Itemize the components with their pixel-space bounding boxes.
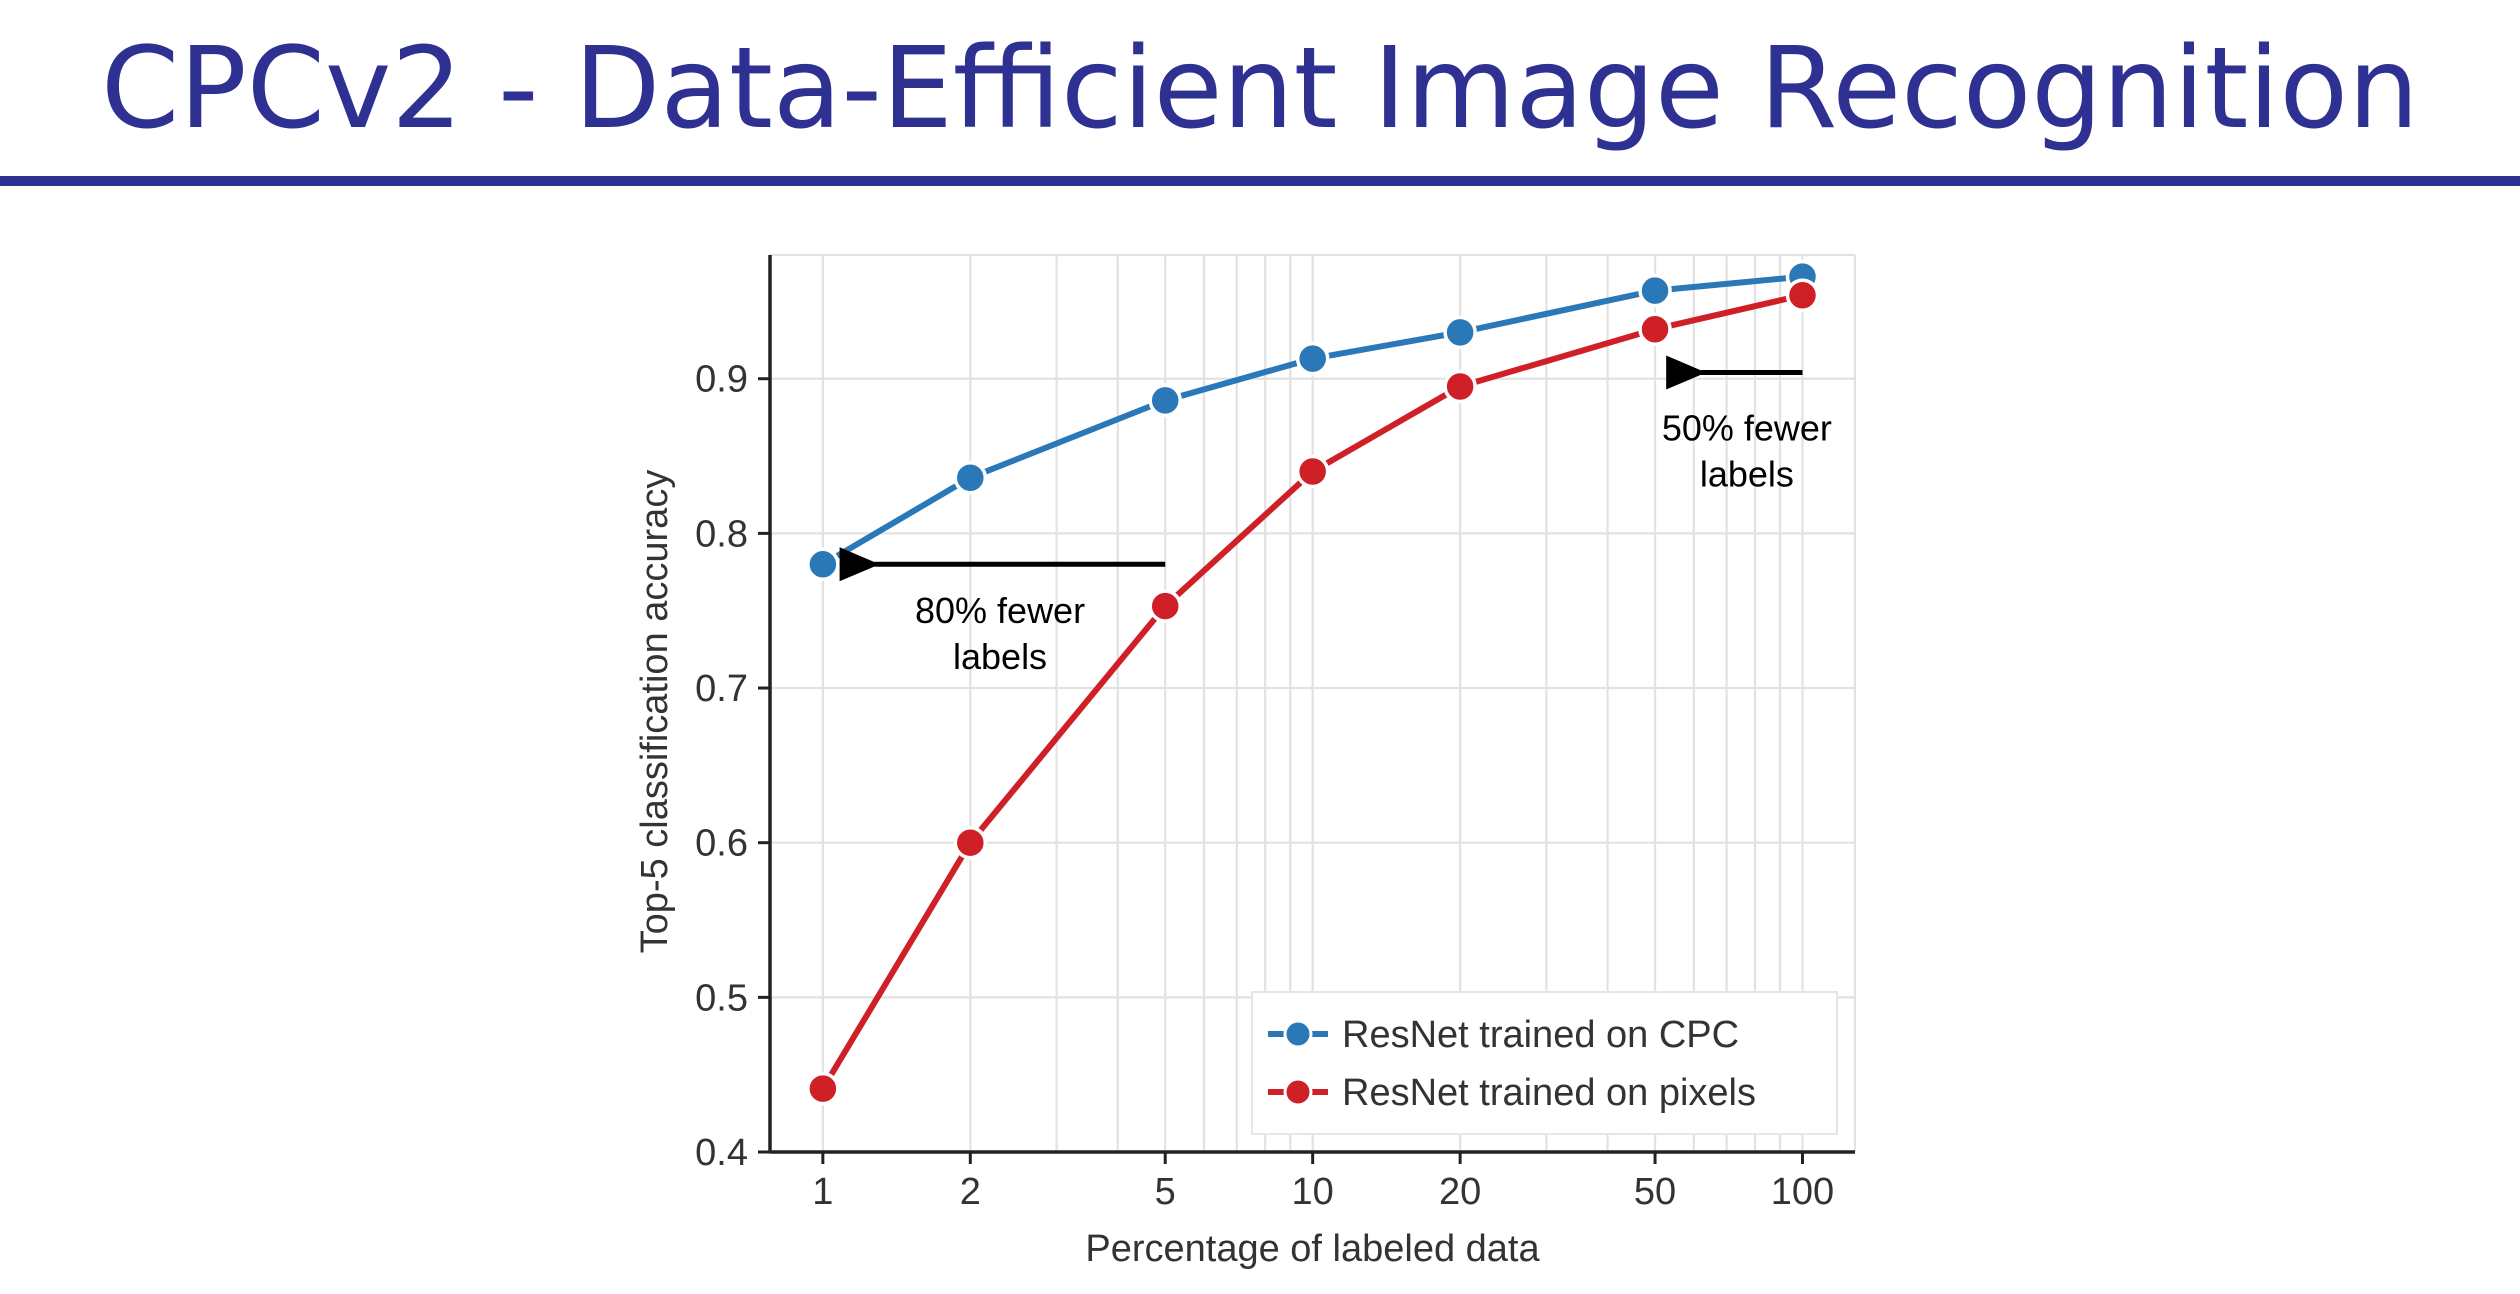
y-tick-label: 0.9 — [695, 359, 748, 401]
x-tick-label: 2 — [960, 1171, 981, 1213]
data-point — [806, 1071, 840, 1106]
slide-title: CPCv2 - Data-Efficient Image Recognition — [101, 24, 2419, 154]
data-point — [1148, 589, 1182, 623]
x-tick-label: 10 — [1292, 1171, 1334, 1213]
data-point — [1638, 273, 1672, 308]
data-point — [1638, 312, 1672, 346]
x-axis-label: Percentage of labeled data — [1085, 1228, 1540, 1270]
legend-label: ResNet trained on CPC — [1342, 1014, 1739, 1056]
y-axis-label: Top-5 classification accuracy — [634, 470, 676, 954]
x-tick-label: 1 — [812, 1171, 833, 1213]
data-point — [1443, 369, 1477, 404]
data-point — [1785, 278, 1820, 312]
annotations: 80% fewer labels 50% fewer labels — [839, 355, 1832, 677]
data-point — [953, 460, 988, 495]
x-tick-label: 5 — [1155, 1171, 1176, 1213]
data-point — [1148, 383, 1182, 418]
legend-label: ResNet trained on pixels — [1342, 1072, 1756, 1114]
series — [806, 259, 1820, 1106]
data-point — [1443, 315, 1477, 350]
data-point — [1295, 341, 1330, 376]
data-point — [806, 547, 840, 582]
y-tick-label: 0.7 — [695, 668, 748, 710]
title-divider — [0, 176, 2520, 186]
y-tick-label: 0.6 — [695, 823, 748, 865]
x-tick-label: 50 — [1634, 1171, 1676, 1213]
data-point — [1295, 454, 1330, 489]
legend: ResNet trained on CPC ResNet trained on p… — [1251, 991, 1838, 1135]
annotation-text: 80% fewer — [915, 590, 1085, 631]
y-tick-label: 0.8 — [695, 513, 748, 555]
annotation-text: labels — [1700, 454, 1794, 495]
annotation-text: 50% fewer — [1662, 408, 1832, 449]
y-tick-label: 0.4 — [695, 1132, 748, 1174]
data-point — [953, 825, 988, 860]
x-tick-label: 100 — [1771, 1171, 1834, 1213]
x-tick-label: 20 — [1439, 1171, 1481, 1213]
legend-marker — [1283, 1077, 1313, 1107]
axes: 1 2 5 10 20 50 100 0.4 0.5 0.6 0.7 0.8 0.9 Percentage… — [634, 255, 1855, 1270]
y-tick-label: 0.5 — [695, 977, 748, 1019]
legend-box — [1251, 991, 1838, 1135]
legend-marker — [1283, 1019, 1313, 1049]
annotation-text: labels — [953, 636, 1047, 677]
